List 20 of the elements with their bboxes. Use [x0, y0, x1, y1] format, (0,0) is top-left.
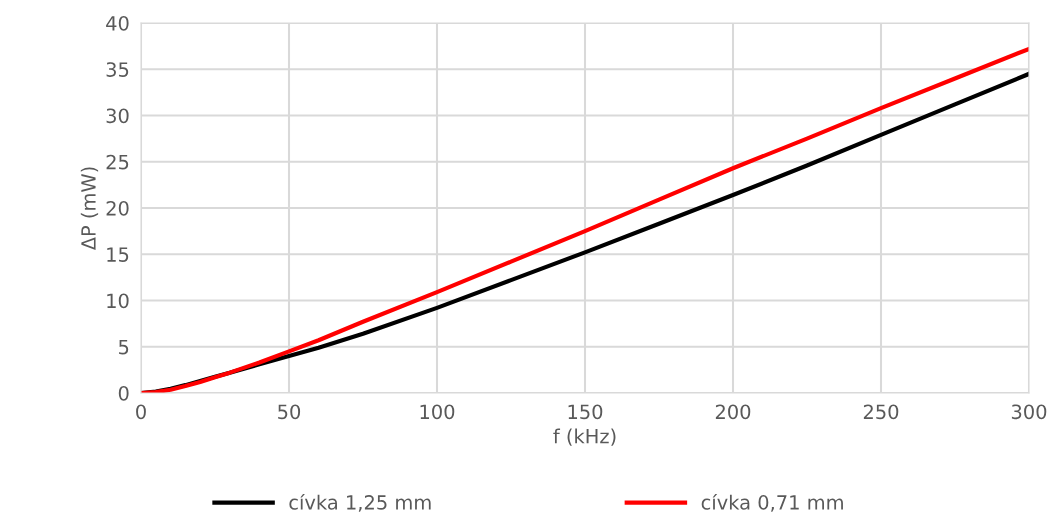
legend-label: cívka 1,25 mm [289, 493, 431, 512]
y-tick-label: 5 [119, 339, 129, 355]
y-tick-label: 25 [106, 154, 129, 170]
y-tick-label: 35 [106, 62, 129, 77]
x-tick-label: 150 [568, 404, 603, 420]
legend-label: cívka 0,71 mm [701, 493, 843, 512]
y-tick-label: 20 [106, 200, 129, 216]
x-tick-label: 200 [715, 404, 751, 420]
x-axis-title: f (kHz) [553, 428, 616, 446]
y-tick-label: 10 [107, 293, 129, 309]
y-axis-title: ΔP (mW) [80, 167, 99, 251]
y-tick-label: 15 [107, 247, 129, 262]
x-tick-label: 100 [420, 404, 455, 420]
x-tick-label: 300 [1011, 404, 1047, 420]
y-tick-label: 0 [118, 385, 129, 401]
x-tick-label: 0 [136, 404, 146, 420]
y-tick-label: 40 [106, 15, 129, 31]
x-tick-label: 250 [863, 404, 899, 420]
x-tick-label: 50 [278, 404, 301, 420]
y-tick-label: 30 [106, 108, 129, 124]
